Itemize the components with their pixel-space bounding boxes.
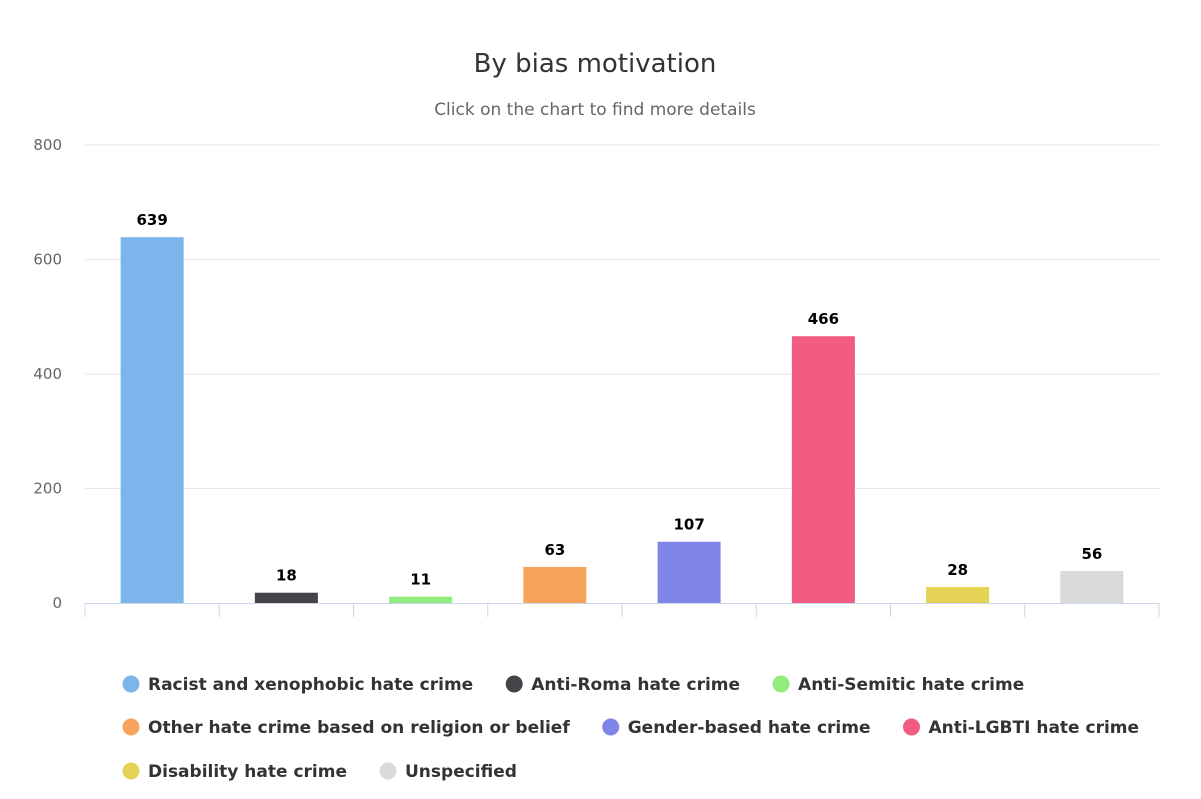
data-labels: 639 18 11 63 107 466 28 56 [136, 211, 1102, 589]
grid-lines [85, 144, 1159, 489]
y-tick-label: 200 [33, 480, 62, 498]
legend-label: Gender-based hate crime [628, 718, 871, 738]
legend-label: Anti-Semitic hate crime [798, 675, 1024, 695]
data-label: 18 [276, 567, 297, 585]
y-axis: 0 200 400 600 800 [33, 136, 62, 612]
legend-marker [122, 718, 140, 736]
legend-marker [122, 762, 140, 780]
data-label: 466 [808, 310, 839, 328]
legend-label: Racist and xenophobic hate crime [148, 675, 473, 695]
legend-label: Other hate crime based on religion or be… [148, 718, 570, 738]
data-label: 107 [673, 516, 704, 534]
data-label: 63 [544, 541, 565, 559]
bar[interactable] [1060, 570, 1124, 603]
bar[interactable] [926, 586, 990, 603]
legend-label: Disability hate crime [148, 762, 347, 782]
legend-label: Unspecified [405, 762, 517, 782]
bar[interactable] [254, 592, 318, 603]
data-label: 11 [410, 571, 431, 589]
legend-marker [772, 675, 790, 693]
legend: Racist and xenophobic hate crime Anti-Rom… [122, 675, 1139, 782]
legend-marker [379, 762, 397, 780]
legend-item[interactable]: Unspecified [379, 762, 517, 782]
legend-item[interactable]: Other hate crime based on religion or be… [122, 718, 571, 738]
legend-item[interactable]: Anti-LGBTI hate crime [903, 718, 1139, 738]
bar[interactable] [791, 336, 855, 603]
bars [120, 237, 1124, 604]
legend-label: Anti-Roma hate crime [531, 675, 740, 695]
data-label: 56 [1081, 545, 1102, 563]
legend-item[interactable]: Anti-Semitic hate crime [772, 675, 1025, 695]
legend-item[interactable]: Anti-Roma hate crime [505, 675, 740, 695]
legend-marker [505, 675, 523, 693]
chart-subtitle: Click on the chart to find more details [434, 100, 756, 120]
bar[interactable] [523, 566, 587, 603]
y-tick-label: 400 [33, 365, 62, 383]
chart-title: By bias motivation [474, 49, 717, 79]
data-label: 28 [947, 561, 968, 579]
bar[interactable] [120, 237, 184, 604]
bar[interactable] [389, 596, 453, 603]
legend-marker [122, 675, 140, 693]
legend-item[interactable]: Gender-based hate crime [602, 718, 871, 738]
legend-marker [602, 718, 620, 736]
bar[interactable] [657, 541, 721, 603]
legend-item[interactable]: Racist and xenophobic hate crime [122, 675, 474, 695]
y-tick-label: 0 [52, 594, 62, 612]
x-axis [84, 603, 1160, 617]
legend-label: Anti-LGBTI hate crime [929, 718, 1140, 738]
legend-item[interactable]: Disability hate crime [122, 762, 348, 782]
data-label: 639 [136, 211, 167, 229]
y-tick-label: 600 [33, 251, 62, 269]
y-tick-label: 800 [33, 136, 62, 154]
legend-marker [903, 718, 920, 736]
